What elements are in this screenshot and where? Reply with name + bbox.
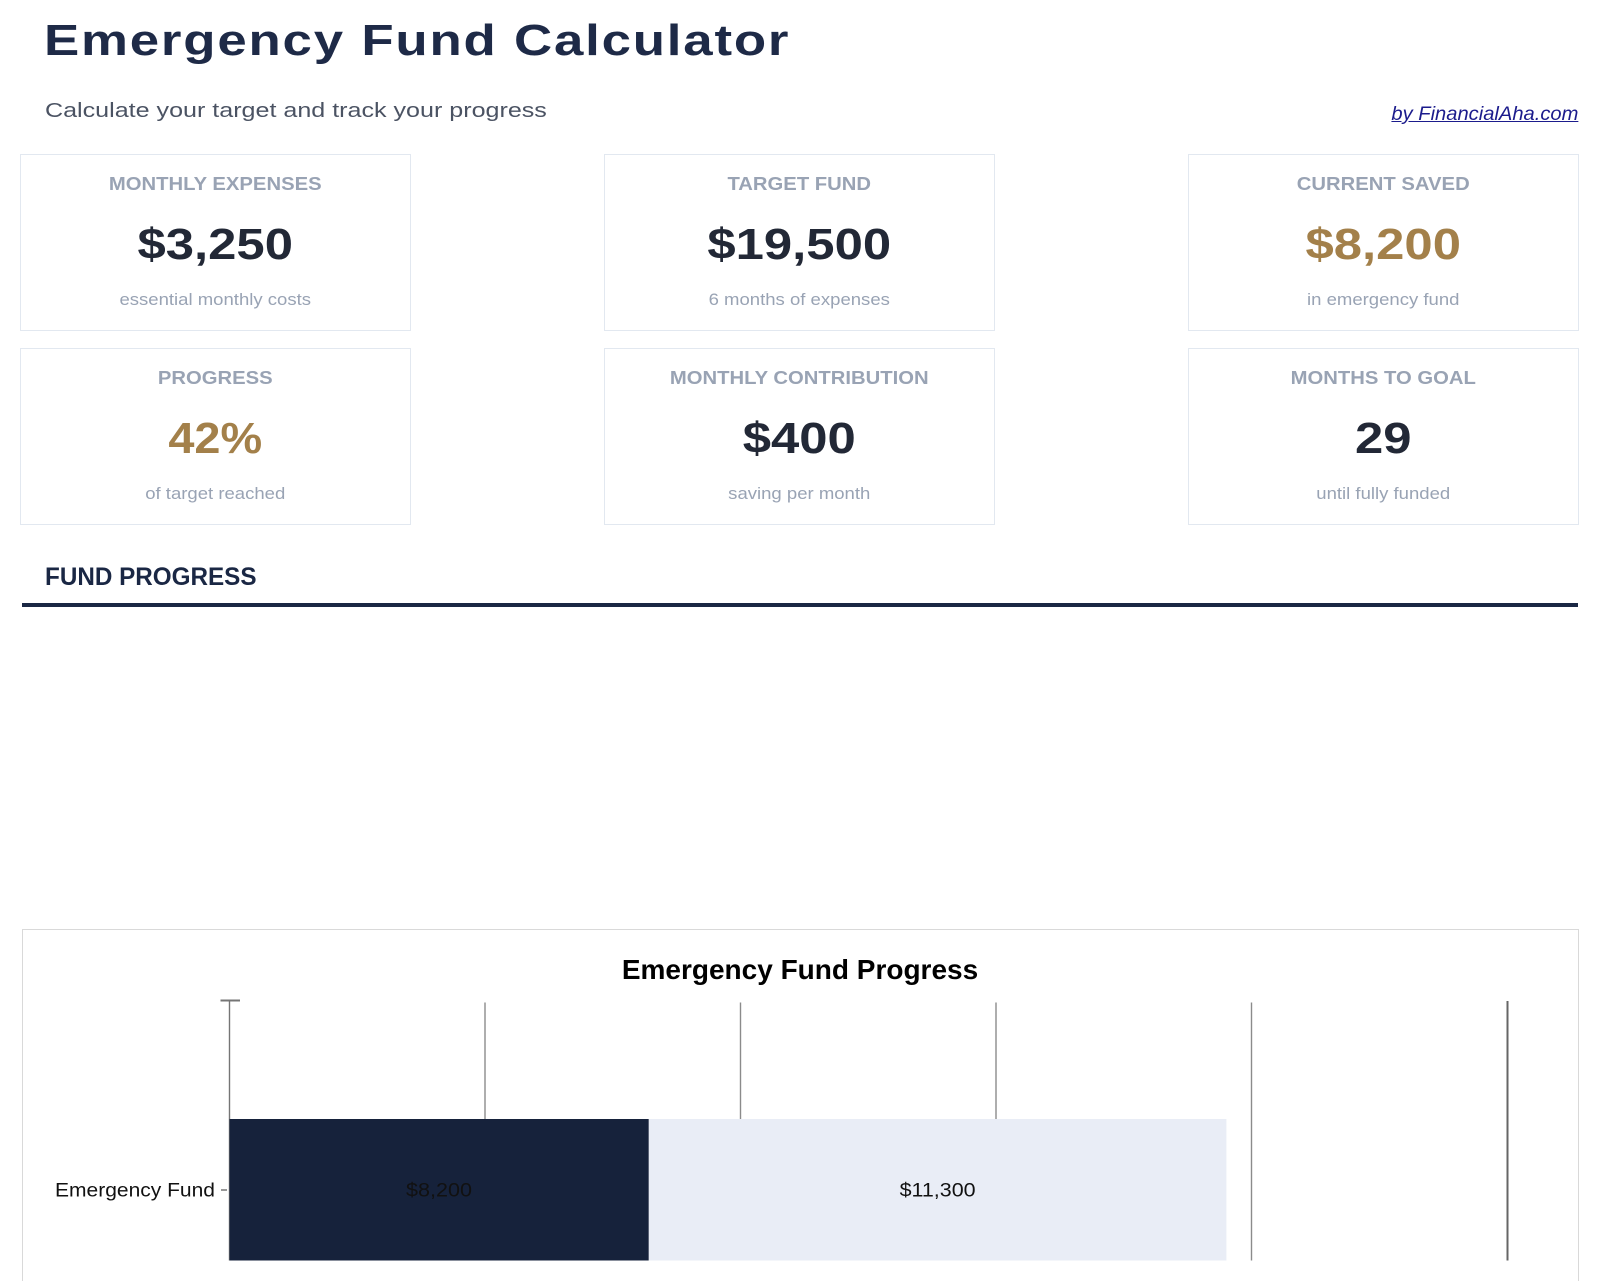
svg-text:$8,200: $8,200: [406, 1181, 472, 1202]
svg-text:$11,300: $11,300: [900, 1181, 976, 1202]
svg-text:Emergency Fund Progress: Emergency Fund Progress: [622, 954, 978, 985]
svg-text:Emergency Fund: Emergency Fund: [55, 1181, 215, 1202]
